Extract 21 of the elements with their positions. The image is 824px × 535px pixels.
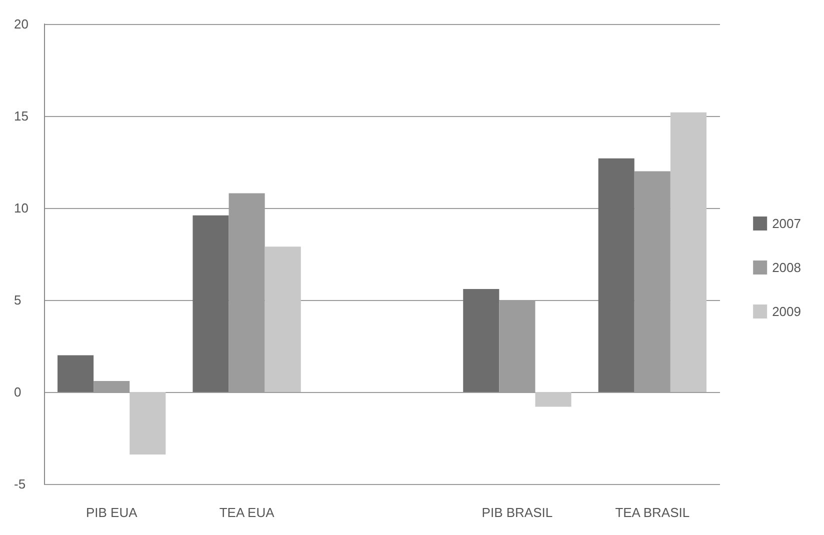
x-tick-label: PIB BRASIL [482, 505, 553, 520]
y-tick-label: 10 [14, 200, 28, 216]
y-tick-label: 5 [14, 292, 22, 308]
bar [598, 158, 634, 392]
bar [463, 288, 500, 392]
legend-label: 2009 [772, 304, 801, 319]
bar [58, 355, 94, 392]
y-tick-label: 0 [14, 384, 22, 400]
bar [670, 112, 706, 392]
y-tick-label: 15 [14, 108, 28, 124]
x-tick-label: PIB EUA [86, 505, 138, 520]
bar [535, 392, 572, 407]
bar [130, 392, 166, 455]
legend-label: 2007 [772, 216, 801, 231]
x-tick-label: TEA EUA [219, 505, 275, 520]
y-tick-label: 20 [14, 16, 28, 32]
bar [192, 215, 229, 392]
y-tick-label: -5 [14, 476, 26, 492]
legend-label: 2008 [772, 260, 801, 275]
x-tick-label: TEA BRASIL [615, 505, 690, 520]
bar [264, 246, 301, 392]
